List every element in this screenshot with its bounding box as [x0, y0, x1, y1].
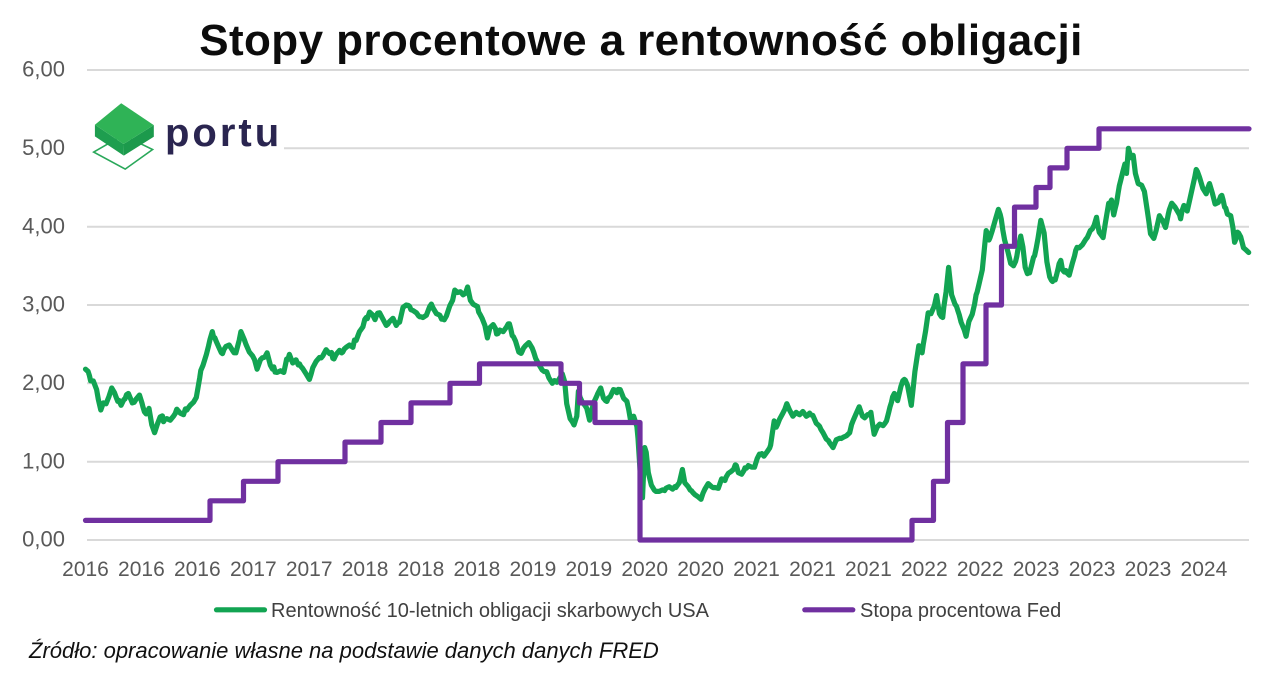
svg-text:2022: 2022	[901, 558, 948, 581]
svg-text:6,00: 6,00	[22, 57, 65, 82]
svg-text:2,00: 2,00	[22, 370, 65, 395]
svg-text:2020: 2020	[677, 558, 724, 581]
svg-text:4,00: 4,00	[22, 213, 65, 238]
svg-text:2020: 2020	[621, 558, 668, 581]
svg-text:2017: 2017	[230, 558, 277, 581]
svg-text:3,00: 3,00	[22, 292, 65, 317]
svg-text:Stopy procentowe a rentowność: Stopy procentowe a rentowność obligacji	[199, 16, 1083, 65]
svg-text:2017: 2017	[286, 558, 333, 581]
svg-text:2018: 2018	[398, 558, 445, 581]
svg-text:2021: 2021	[789, 558, 836, 581]
svg-text:portu: portu	[165, 111, 282, 155]
svg-text:2023: 2023	[1069, 558, 1116, 581]
svg-text:Rentowność 10-letnich obligacj: Rentowność 10-letnich obligacji skarbowy…	[271, 600, 710, 622]
svg-text:2021: 2021	[845, 558, 892, 581]
svg-text:2016: 2016	[62, 558, 109, 581]
svg-text:2016: 2016	[118, 558, 165, 581]
svg-text:2019: 2019	[510, 558, 557, 581]
svg-text:Źródło: opracowanie własne na: Źródło: opracowanie własne na podstawie …	[28, 638, 659, 663]
svg-text:2016: 2016	[174, 558, 221, 581]
svg-text:2018: 2018	[342, 558, 389, 581]
svg-text:0,00: 0,00	[22, 527, 65, 552]
svg-text:2021: 2021	[733, 558, 780, 581]
svg-text:2022: 2022	[957, 558, 1004, 581]
svg-text:2019: 2019	[565, 558, 612, 581]
svg-text:1,00: 1,00	[22, 448, 65, 473]
svg-text:2023: 2023	[1013, 558, 1060, 581]
svg-text:Stopa procentowa Fed: Stopa procentowa Fed	[860, 600, 1061, 622]
svg-text:2023: 2023	[1125, 558, 1172, 581]
svg-text:5,00: 5,00	[22, 135, 65, 160]
svg-text:2024: 2024	[1181, 558, 1228, 581]
svg-text:2018: 2018	[454, 558, 501, 581]
